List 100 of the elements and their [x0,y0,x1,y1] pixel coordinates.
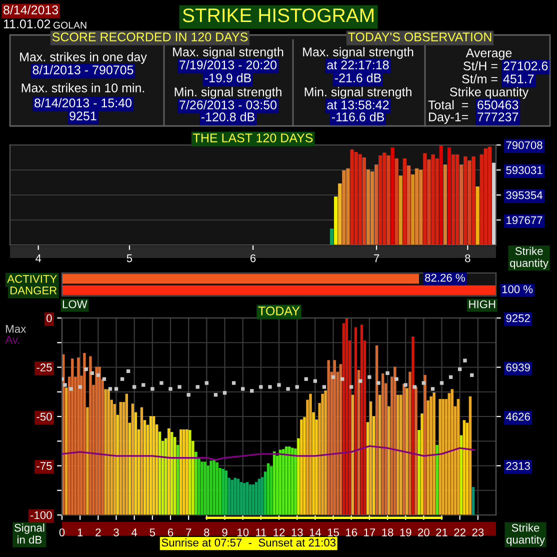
bar [442,399,444,515]
bar [125,394,128,515]
point [304,377,308,381]
point [96,373,100,377]
data-label: 100 % [502,285,533,294]
point [404,383,408,387]
text: Min. signal strength [174,87,282,99]
text: 7/19/2013 - 20:20 [180,60,277,70]
y-tick-label: 790708 [506,141,542,150]
bar [338,183,342,245]
x-tick-label: 22 [454,528,466,536]
point [186,392,190,397]
text: 8/1/2013 - 790705 [32,65,134,74]
bar [95,366,98,515]
text: -116.6 dB [332,112,384,122]
x-tick-label: 7 [186,528,192,536]
bar [388,406,390,515]
bar [303,417,306,515]
bar [134,412,138,515]
bar [381,373,384,515]
x-tick-label: 20 [418,528,430,536]
point [168,387,172,391]
point [376,381,380,385]
point [63,383,67,387]
x-tick-label: 3 [114,528,119,536]
x-tick-label: 1 [78,528,83,536]
bar [210,460,212,515]
text: Max. signal strength [303,47,414,59]
bar [77,358,80,515]
bar [410,174,415,245]
y-tick-label: -50 [36,412,52,421]
x-tick-label: 14 [310,528,322,536]
text: 8/14/2013 [4,5,58,14]
x-tick-label: 2 [96,528,101,536]
bar [128,422,132,515]
text: -19.9 dB [204,73,251,82]
text: 8/14/2013 - 15:40 [34,98,132,108]
y-tick-label: 0 [46,314,52,322]
bar [288,446,291,515]
text: LOW [62,300,88,308]
point [160,381,164,385]
bar [300,419,303,515]
point [114,387,118,391]
bar [291,448,294,515]
bar [369,401,372,515]
bar [436,444,438,515]
bar [424,375,426,515]
point [340,377,344,381]
text: Total = [428,100,468,110]
y-tick-label: DANGER [10,286,57,294]
bar [294,448,297,515]
bar [234,478,237,515]
text: at 22:17:18 [327,60,389,70]
point [240,387,245,391]
point [470,373,474,377]
bar [98,366,101,515]
bar [456,154,460,245]
bar [402,384,406,515]
bar [394,158,398,245]
x-tick-label: 19 [400,528,412,536]
y-tick-label: -100 [30,511,52,520]
bar [360,324,364,515]
bar [438,399,442,515]
chart-title: TODAY [258,306,300,316]
bar [472,156,476,245]
bar [419,170,423,245]
bar [378,155,382,245]
line-series [62,445,476,461]
text: St/H = [463,61,498,70]
y-tick-label: 593031 [506,166,542,174]
bar [204,462,206,515]
bar [358,154,362,245]
point [232,381,236,385]
bar [116,414,119,515]
y-tick-label: -25 [36,364,52,372]
bar [236,478,240,515]
bar [466,422,469,515]
bar [488,146,492,245]
bar [460,164,464,245]
point [295,385,299,389]
point [126,369,130,374]
x-tick-label: 21 [436,528,448,536]
text: Average [466,48,512,60]
bar [354,327,358,515]
bar [451,154,456,245]
bar [426,400,430,515]
text: 7/26/2013 - 03:50 [180,100,277,110]
text: 451.7 [503,74,534,84]
x-tick-label: 4 [132,528,138,536]
bar [346,168,350,245]
bar [89,356,92,515]
bar [228,478,230,515]
bar [327,360,330,515]
point [440,381,444,385]
bar [443,164,447,245]
bar [472,487,475,515]
y-axis-title: Signal in dB [14,524,44,544]
y-tick-label: 395354 [506,191,542,200]
bar [107,389,110,515]
bar [351,394,354,515]
